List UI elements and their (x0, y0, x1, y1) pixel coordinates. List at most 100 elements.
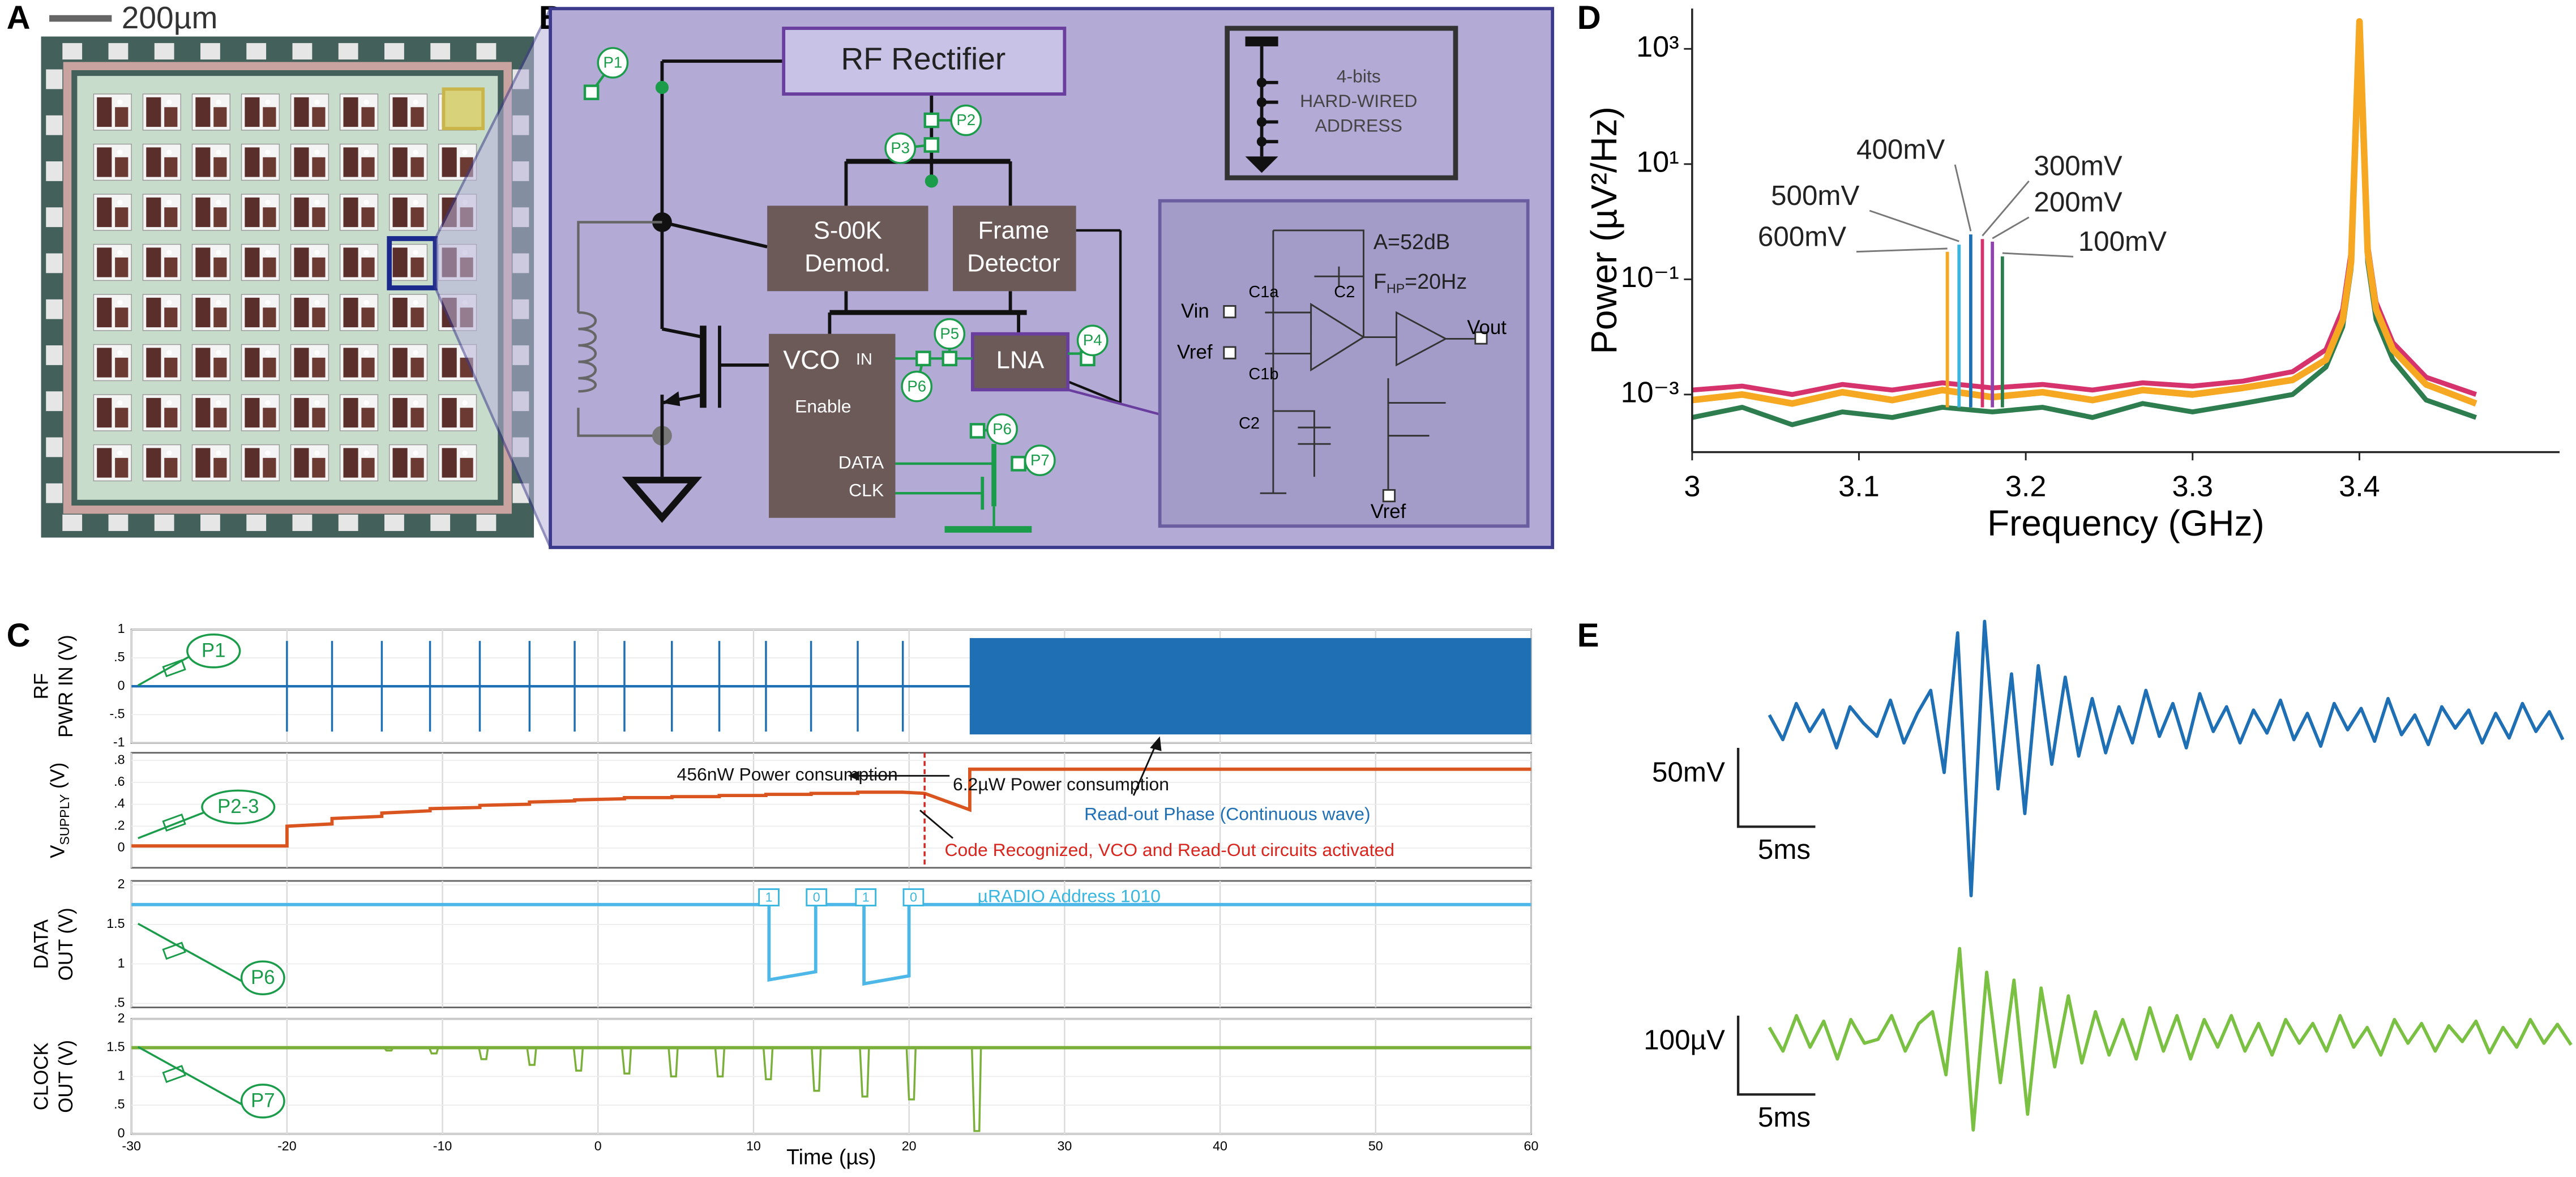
y-tick-label: 1.5 (106, 916, 125, 931)
block (953, 206, 1076, 292)
pixel-dot (216, 99, 221, 105)
x-tick-label: 3 (1684, 470, 1700, 503)
pixel-core (97, 397, 112, 428)
pixel-core (343, 147, 358, 177)
pixel-core (97, 448, 112, 478)
probe-marker (1024, 444, 1056, 477)
lna-pin: Vref (1371, 500, 1406, 523)
panel-label: D (1577, 0, 1601, 36)
probe-marker (950, 104, 982, 136)
lna-cap: C1a (1248, 283, 1279, 301)
pixel-core (97, 147, 112, 177)
bond-pad (338, 514, 358, 531)
leader (1982, 180, 2030, 237)
probe-pad (923, 137, 940, 153)
pixel-dot (117, 99, 123, 105)
lna-cap: C2 (1334, 283, 1355, 301)
block-label: Demod. (805, 250, 891, 277)
pixel-core (115, 357, 129, 378)
junction (655, 80, 669, 95)
pixel-core (195, 197, 211, 228)
probe-pad (915, 350, 931, 367)
pixel-core (245, 448, 260, 478)
block (970, 332, 1070, 392)
pixel-dot (216, 250, 221, 255)
y-tick-label: 10⁻³ (1621, 376, 1679, 409)
block-label: Detector (967, 250, 1060, 277)
pixel-core (460, 457, 473, 478)
x-tick-label: -20 (277, 1139, 297, 1153)
y-tick-label: 1 (118, 621, 125, 636)
pixel-core (442, 397, 457, 428)
probe-label: P2 (956, 111, 975, 129)
leader (1869, 209, 1959, 242)
junction (925, 174, 938, 188)
pixel-dot (265, 149, 271, 155)
arrowhead (848, 771, 859, 781)
pixel-dot (314, 99, 320, 105)
bit-label: 1 (765, 890, 773, 905)
pixel-core (263, 257, 276, 277)
pixel-dot (216, 299, 221, 306)
pixel-dot (413, 99, 418, 105)
wire (1067, 388, 1161, 416)
bond-pad (46, 483, 63, 503)
plot-frame (130, 880, 1532, 1008)
pixel-dot (117, 450, 123, 456)
spike-label: 500mV (1771, 180, 1859, 211)
y-tick-label: .4 (114, 796, 125, 811)
pixel-dot (117, 350, 123, 356)
pixel-core (410, 307, 424, 328)
pixel-core (115, 157, 129, 177)
spike-label: 600mV (1758, 221, 1846, 252)
scale-label: 100µV (1644, 1024, 1725, 1055)
pixel-core (343, 97, 358, 127)
address-text: HARD-WIRED (1300, 91, 1417, 111)
pixel-core (312, 357, 326, 378)
y-axis-label: CLOCK (31, 1042, 53, 1110)
pixel-core (213, 157, 227, 177)
bit-box (855, 888, 877, 906)
y-axis-label: RF (31, 673, 53, 699)
pixel-dot (314, 199, 320, 206)
pixel-dot (166, 299, 172, 306)
leader (2002, 252, 2074, 258)
bond-pad (46, 69, 63, 89)
pixel-core (146, 97, 161, 127)
annotation: µRADIO Address 1010 (978, 885, 1161, 906)
pixel-core (164, 457, 178, 478)
pixel-core (213, 307, 227, 328)
pixel-core (245, 197, 260, 228)
pixel-core (245, 397, 260, 428)
annotation: Code Recognized, VCO and Read-Out circui… (945, 840, 1395, 860)
spike-label: 300mV (2034, 151, 2122, 182)
pixel-dot (166, 400, 172, 406)
pixel-core (115, 207, 129, 228)
x-tick-label: 3.4 (2339, 470, 2380, 503)
pixel-dot (166, 450, 172, 456)
pixel-dot (265, 99, 271, 105)
lna-highpass-f: F (1373, 269, 1387, 293)
bond-pad (62, 43, 83, 60)
pixel-core (410, 457, 424, 478)
pixel-core (146, 448, 161, 478)
probe-pad (969, 423, 986, 439)
signal-trace (1768, 619, 2565, 898)
y-tick-label: 0 (118, 1125, 125, 1140)
pixel-dot (166, 199, 172, 206)
block (767, 206, 928, 292)
pixel-dot (166, 99, 172, 105)
probe-lead (138, 811, 206, 840)
pixel-core (343, 197, 358, 228)
wire (1067, 380, 1121, 404)
x-tick-label: 60 (1524, 1139, 1539, 1153)
bond-pad (430, 514, 451, 531)
y-axis-label: OUT (V) (55, 908, 77, 981)
y-axis-label: PWR IN (V) (55, 635, 77, 738)
pixel-core (343, 247, 358, 277)
bit-box (758, 888, 780, 906)
probe-pad (583, 84, 600, 100)
bond-pad (46, 299, 63, 319)
pixel-core (164, 307, 178, 328)
